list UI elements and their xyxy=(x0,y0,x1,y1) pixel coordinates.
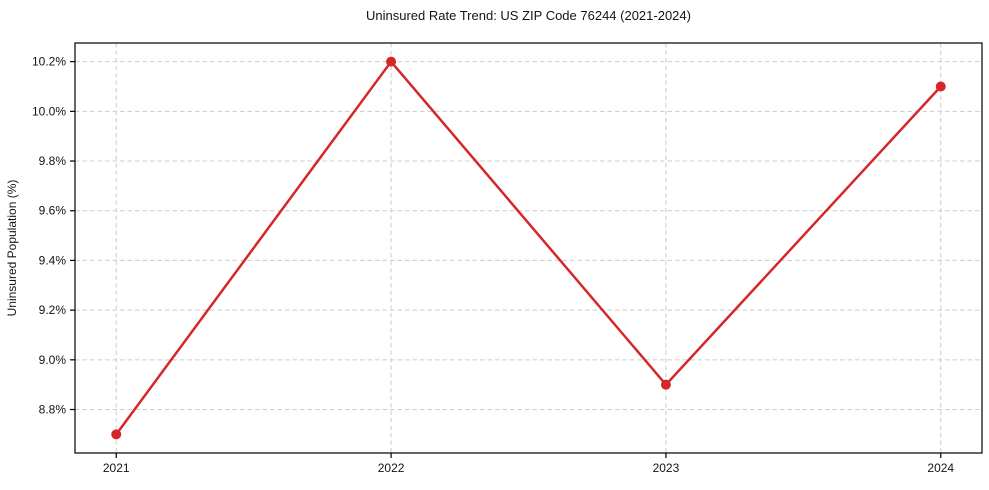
data-point-2024 xyxy=(935,81,946,92)
data-point-2022 xyxy=(386,56,397,67)
y-tick-label: 9.0% xyxy=(39,353,67,367)
y-tick-label: 9.6% xyxy=(39,204,67,218)
x-tick-label: 2021 xyxy=(103,461,130,475)
data-point-2021 xyxy=(111,429,122,440)
y-tick-label: 9.4% xyxy=(39,253,67,267)
plot-frame xyxy=(74,42,983,454)
x-tick-label: 2024 xyxy=(927,461,954,475)
trend-line xyxy=(114,60,943,436)
y-tick-label: 9.2% xyxy=(39,303,67,317)
y-tick-label: 8.8% xyxy=(39,402,67,416)
data-point-2023 xyxy=(660,379,671,390)
y-tick-label: 9.8% xyxy=(39,154,67,168)
x-tick-label: 2022 xyxy=(378,461,405,475)
y-tick-label: 10.0% xyxy=(32,104,66,118)
x-tick-label: 2023 xyxy=(653,461,680,475)
y-tick-label: 10.2% xyxy=(32,55,66,69)
chart-title: Uninsured Rate Trend: US ZIP Code 76244 … xyxy=(366,8,691,23)
